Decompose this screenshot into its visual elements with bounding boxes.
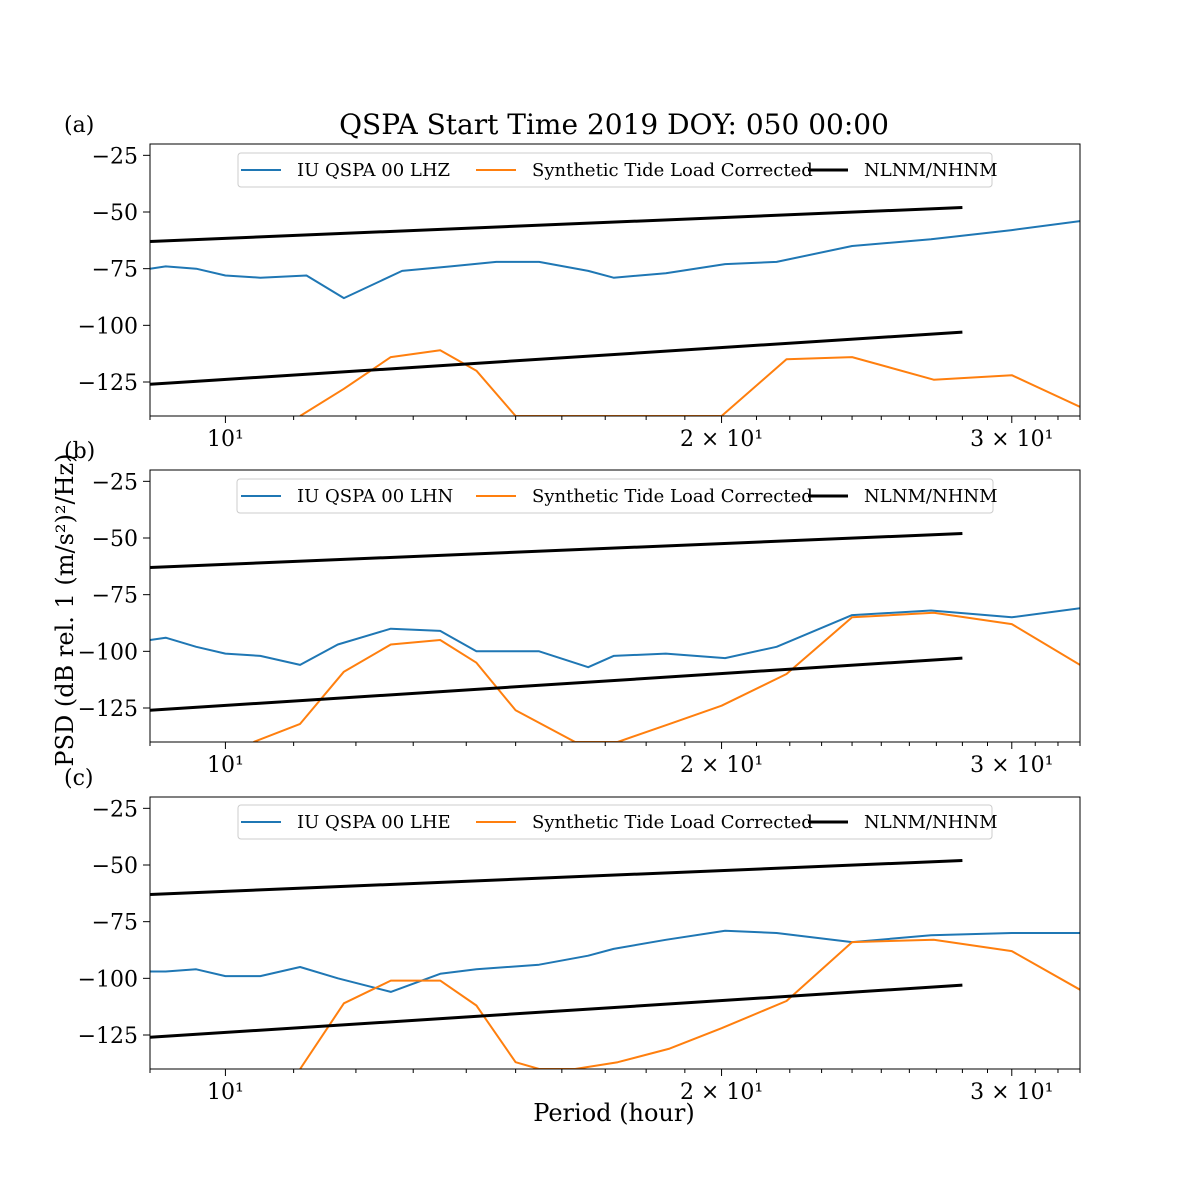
axes-frame — [149, 469, 1081, 743]
y-tick-label: −25 — [92, 797, 138, 822]
y-tick-label: −100 — [78, 967, 138, 992]
series-line-3 — [150, 859, 963, 896]
series-line-4 — [150, 983, 963, 1039]
x-tick-label: 10¹ — [207, 427, 244, 452]
plot-area — [150, 532, 1080, 742]
plot-area — [150, 859, 1080, 1069]
legend-entry: IU QSPA 00 LHE — [297, 812, 451, 833]
y-tick-label: −125 — [78, 697, 138, 722]
y-tick-label: −50 — [92, 527, 138, 552]
legend-entry: IU QSPA 00 LHN — [297, 486, 453, 507]
legend-entry: NLNM/NHNM — [864, 812, 998, 833]
y-tick-label: −25 — [92, 470, 138, 495]
y-tick-label: −25 — [92, 144, 138, 169]
legend-entry: Synthetic Tide Load Corrected — [532, 486, 813, 507]
legend: IU QSPA 00 LHE Synthetic Tide Load Correc… — [237, 804, 998, 840]
panel-label: (a) — [64, 113, 94, 138]
y-tick-label: −100 — [78, 314, 138, 339]
legend: IU QSPA 00 LHZ Synthetic Tide Load Correc… — [237, 152, 998, 188]
y-tick-label: −125 — [78, 1024, 138, 1049]
series-line-3 — [150, 532, 963, 569]
legend-entry: Synthetic Tide Load Corrected — [532, 812, 813, 833]
x-axis-label: Period (hour) — [533, 1099, 694, 1127]
x-tick-label: 2 × 10¹ — [680, 427, 763, 452]
panel-2: (b) −25 −50 −75 −100 −125 10¹ 2 × 10¹ 3 × 10¹ IU … — [64, 439, 1081, 778]
series-line-2 — [253, 611, 1080, 742]
panel-label: (b) — [64, 439, 95, 464]
panel-3: (c) −25 −50 −75 −100 −125 10¹ 2 × 10¹ 3 × 10¹ IU … — [64, 766, 1081, 1105]
y-tick-label: −50 — [92, 201, 138, 226]
plot-area — [150, 206, 1080, 416]
x-tick-label: 10¹ — [207, 1080, 244, 1105]
x-tick-label: 2 × 10¹ — [680, 1080, 763, 1105]
legend-entry: IU QSPA 00 LHZ — [297, 160, 450, 181]
legend-entry: NLNM/NHNM — [864, 160, 998, 181]
series-line-4 — [150, 656, 963, 712]
series-line-3 — [150, 206, 963, 243]
series-line-2 — [299, 938, 1080, 1069]
panels: (a) −25 −50 −75 −100 −125 10¹ 2 × 10¹ 3 × 10¹ IU … — [64, 113, 1081, 1105]
series-line-1 — [150, 929, 1080, 993]
y-tick-label: −100 — [78, 640, 138, 665]
y-tick-label: −50 — [92, 854, 138, 879]
y-tick-label: −125 — [78, 371, 138, 396]
y-tick-label: −75 — [92, 911, 138, 936]
x-tick-label: 3 × 10¹ — [970, 427, 1053, 452]
series-line-1 — [150, 220, 1080, 300]
series-line-2 — [299, 349, 1080, 416]
legend-box — [237, 152, 993, 188]
legend-box — [236, 478, 994, 514]
legend-entry: NLNM/NHNM — [864, 486, 998, 507]
y-tick-label: −75 — [92, 258, 138, 283]
figure-title: QSPA Start Time 2019 DOY: 050 00:00 — [339, 108, 889, 141]
legend-box — [237, 804, 993, 840]
series-line-1 — [150, 607, 1080, 669]
x-tick-label: 2 × 10¹ — [680, 753, 763, 778]
y-tick-label: −75 — [92, 584, 138, 609]
axes-frame — [149, 796, 1081, 1070]
x-tick-label: 3 × 10¹ — [970, 753, 1053, 778]
x-tick-label: 10¹ — [207, 753, 244, 778]
panel-label: (c) — [64, 766, 94, 791]
legend: IU QSPA 00 LHN Synthetic Tide Load Correc… — [236, 478, 998, 514]
panel-1: (a) −25 −50 −75 −100 −125 10¹ 2 × 10¹ 3 × 10¹ IU … — [64, 113, 1081, 452]
legend-entry: Synthetic Tide Load Corrected — [532, 160, 813, 181]
series-line-4 — [150, 330, 963, 386]
axes-frame — [149, 143, 1081, 417]
y-axis-label: PSD (dB rel. 1 (m/s²)²/Hz) — [51, 453, 79, 766]
x-tick-label: 3 × 10¹ — [970, 1080, 1053, 1105]
